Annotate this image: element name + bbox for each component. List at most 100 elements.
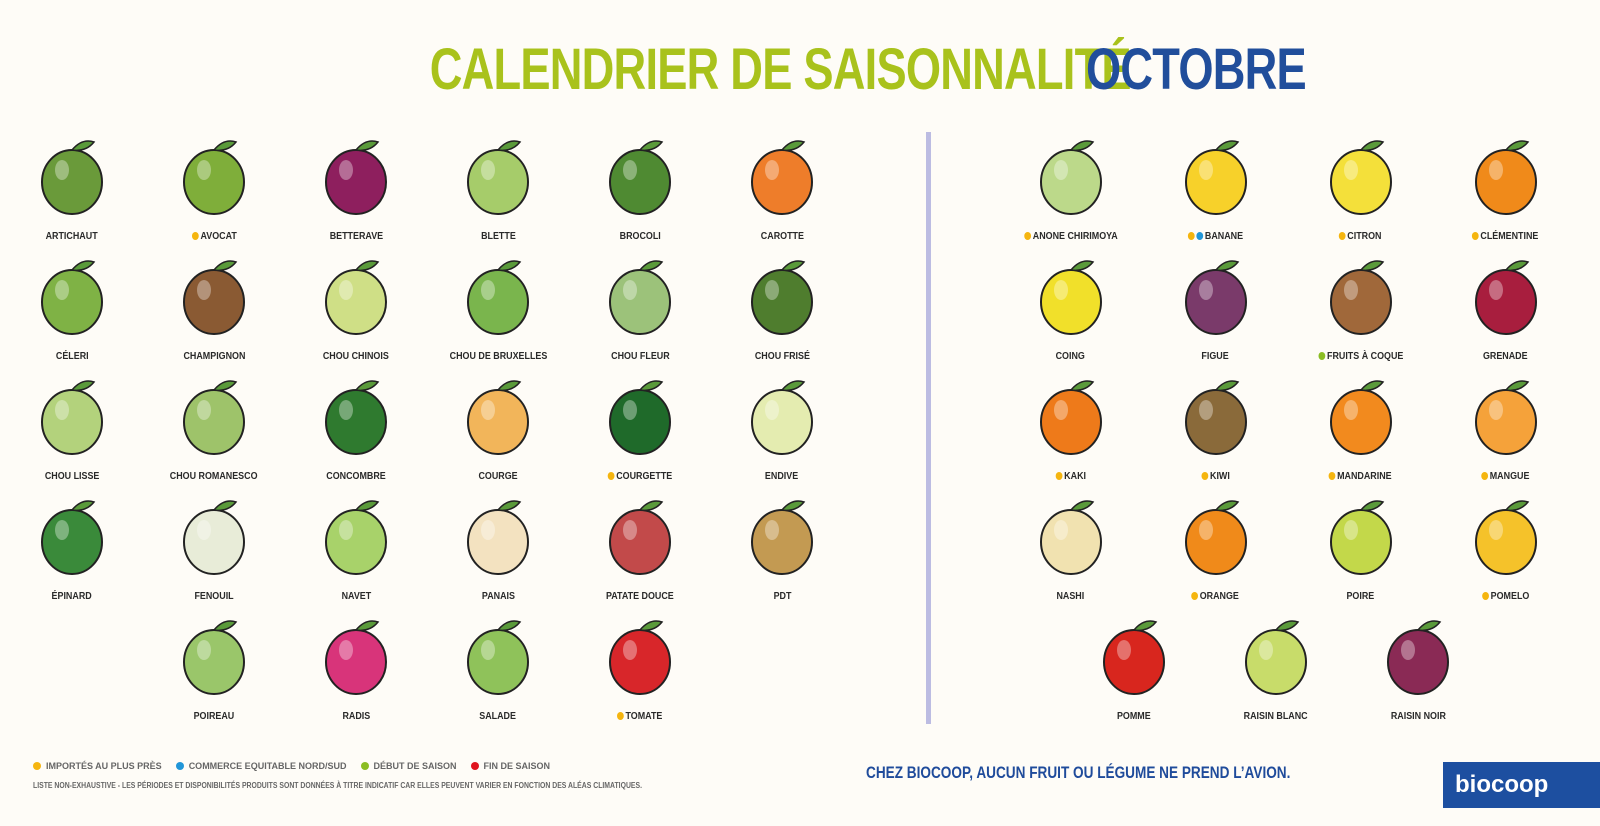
item-name: CONCOMBRE	[326, 470, 386, 482]
item-courge: COURGE	[427, 372, 569, 492]
disclaimer: LISTE NON-EXHAUSTIVE - LES PÉRIODES ET D…	[33, 780, 642, 790]
item-nashi: NASHI	[998, 492, 1143, 612]
radis-illustration-icon	[325, 620, 387, 695]
item-champignon: CHAMPIGNON	[143, 252, 285, 372]
citron-illustration-icon	[1329, 140, 1392, 215]
item-betterave: BETTERAVE	[285, 132, 427, 252]
endive-illustration-icon	[751, 380, 813, 455]
import-dot-icon	[1201, 472, 1209, 480]
raisin-blanc-illustration-icon	[1245, 620, 1307, 695]
import-dot-icon	[1472, 232, 1480, 240]
legend-item-equitable: COMMERCE EQUITABLE NORD/SUD	[175, 761, 347, 771]
item-fruits-a-coque: FRUITS À COQUE	[1288, 252, 1433, 372]
item-name: CHOU FLEUR	[610, 350, 670, 362]
item-name: ENDIVE	[765, 470, 799, 482]
item-label: CAROTTE	[760, 230, 803, 242]
item-chou-romanesco: CHOU ROMANESCO	[143, 372, 285, 492]
banane-illustration-icon	[1184, 140, 1247, 215]
item-name: CHOU CHINOIS	[323, 350, 389, 362]
item-label: MANGUE	[1481, 470, 1530, 482]
item-label: CHAMPIGNON	[183, 350, 245, 362]
item-label: CHOU DE BRUXELLES	[449, 350, 547, 362]
kiwi-illustration-icon	[1184, 380, 1247, 455]
item-panais: PANAIS	[427, 492, 569, 612]
item-name: RADIS	[342, 710, 370, 722]
item-name: POIRE	[1346, 590, 1375, 602]
item-label: ORANGE	[1191, 590, 1240, 602]
item-clementine: CLÉMENTINE	[1433, 132, 1578, 252]
item-orange: ORANGE	[1143, 492, 1288, 612]
item-name: ARTICHAUT	[45, 230, 99, 242]
legend-label: IMPORTÉS AU PLUS PRÈS	[46, 761, 162, 771]
title-month: OCTOBRE	[1086, 37, 1307, 102]
item-label: CONCOMBRE	[326, 470, 386, 482]
item-name: GRENADE	[1483, 350, 1528, 362]
item-label: FIGUE	[1202, 350, 1229, 362]
item-concombre: CONCOMBRE	[285, 372, 427, 492]
item-name: POMME	[1117, 710, 1151, 722]
item-name: ANONE CHIRIMOYA	[1032, 230, 1118, 242]
artichaut-illustration-icon	[41, 140, 103, 215]
item-name: KIWI	[1209, 470, 1230, 482]
item-banane: BANANE	[1143, 132, 1288, 252]
page-title: CALENDRIER DE SAISONNALITÉ OCTOBRE	[0, 36, 1600, 103]
item-name: COURGETTE	[616, 470, 673, 482]
item-name: MANGUE	[1489, 470, 1530, 482]
item-label: BLETTE	[481, 230, 516, 242]
item-label: FENOUIL	[194, 590, 233, 602]
item-chou-chinois: CHOU CHINOIS	[285, 252, 427, 372]
chou-de-bruxelles-illustration-icon	[467, 260, 529, 335]
orange-illustration-icon	[1184, 500, 1247, 575]
item-label: KIWI	[1201, 470, 1230, 482]
item-name: CHOU LISSE	[44, 470, 100, 482]
item-grenade: GRENADE	[1433, 252, 1578, 372]
item-label: BETTERAVE	[329, 230, 382, 242]
item-label: ÉPINARD	[52, 590, 92, 602]
item-label: CHOU CHINOIS	[323, 350, 389, 362]
item-name: NAVET	[341, 590, 371, 602]
item-navet: NAVET	[285, 492, 427, 612]
item-label: CHOU FRISÉ	[754, 350, 809, 362]
item-name: CITRON	[1347, 230, 1382, 242]
item-label: AVOCAT	[191, 230, 236, 242]
item-name: ORANGE	[1200, 590, 1240, 602]
fin-dot-icon	[470, 762, 479, 770]
item-label: COURGETTE	[607, 470, 673, 482]
champignon-illustration-icon	[183, 260, 245, 335]
betterave-illustration-icon	[325, 140, 387, 215]
item-name: COING	[1055, 350, 1086, 362]
coing-illustration-icon	[1039, 260, 1102, 335]
item-poire: POIRE	[1288, 492, 1433, 612]
epinard-illustration-icon	[41, 500, 103, 575]
item-celeri: CÉLERI	[1, 252, 143, 372]
item-chou-frise: CHOU FRISÉ	[711, 252, 853, 372]
import-dot-icon	[1191, 592, 1199, 600]
poireau-illustration-icon	[183, 620, 245, 695]
item-name: BETTERAVE	[329, 230, 383, 242]
concombre-illustration-icon	[325, 380, 387, 455]
item-label: ARTICHAUT	[46, 230, 98, 242]
chou-fleur-illustration-icon	[609, 260, 671, 335]
item-name: BLETTE	[480, 230, 516, 242]
item-label: CHOU ROMANESCO	[170, 470, 258, 482]
chou-romanesco-illustration-icon	[183, 380, 245, 455]
import-dot-icon	[1023, 232, 1031, 240]
tomate-illustration-icon	[609, 620, 671, 695]
import-dot-icon	[1339, 232, 1346, 240]
item-name: CHOU DE BRUXELLES	[449, 350, 547, 362]
clementine-illustration-icon	[1474, 140, 1537, 215]
item-avocat: AVOCAT	[143, 132, 285, 252]
item-chou-fleur: CHOU FLEUR	[569, 252, 711, 372]
item-label: POMME	[1117, 710, 1151, 722]
item-name: POMELO	[1490, 590, 1530, 602]
item-label: POMELO	[1481, 590, 1530, 602]
item-label: RAISIN BLANC	[1244, 710, 1308, 722]
patate-douce-illustration-icon	[609, 500, 671, 575]
item-name: ÉPINARD	[51, 590, 93, 602]
raisin-noir-illustration-icon	[1387, 620, 1449, 695]
fruits-last-row: POMME RAISIN BLANC RAISIN NOIR	[1063, 612, 1489, 732]
salade-illustration-icon	[467, 620, 529, 695]
avocat-illustration-icon	[183, 140, 245, 215]
item-name: BANANE	[1204, 230, 1244, 242]
item-label: NASHI	[1057, 590, 1085, 602]
